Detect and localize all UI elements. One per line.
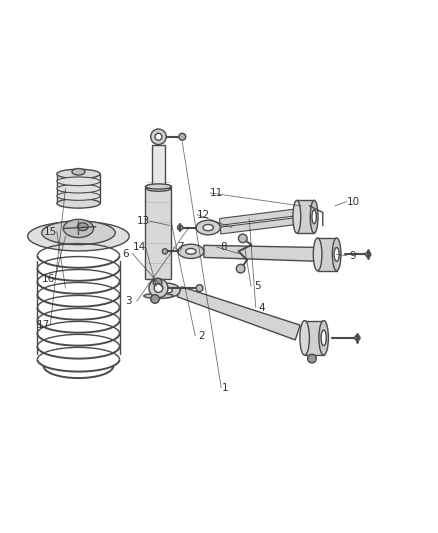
Ellipse shape xyxy=(334,247,339,261)
Ellipse shape xyxy=(332,238,341,271)
Circle shape xyxy=(151,129,166,144)
Ellipse shape xyxy=(144,293,173,298)
Polygon shape xyxy=(304,320,324,355)
Text: 4: 4 xyxy=(259,303,265,312)
Text: 6: 6 xyxy=(123,248,129,259)
Ellipse shape xyxy=(64,220,94,238)
Circle shape xyxy=(196,285,203,292)
Ellipse shape xyxy=(57,199,100,208)
Ellipse shape xyxy=(162,287,172,293)
Polygon shape xyxy=(204,245,318,261)
Text: 11: 11 xyxy=(210,188,223,198)
Ellipse shape xyxy=(178,244,204,259)
Circle shape xyxy=(149,279,168,297)
Ellipse shape xyxy=(321,330,326,345)
Circle shape xyxy=(236,264,245,273)
Text: 17: 17 xyxy=(37,320,50,330)
Circle shape xyxy=(307,354,316,363)
Text: 5: 5 xyxy=(254,281,261,291)
Text: 3: 3 xyxy=(125,296,131,306)
Ellipse shape xyxy=(154,283,180,297)
Circle shape xyxy=(179,133,186,140)
Ellipse shape xyxy=(28,222,129,251)
Ellipse shape xyxy=(203,224,213,231)
Ellipse shape xyxy=(57,184,100,193)
Polygon shape xyxy=(177,287,300,340)
Ellipse shape xyxy=(57,177,100,185)
Ellipse shape xyxy=(186,248,196,254)
Polygon shape xyxy=(152,144,166,189)
Circle shape xyxy=(154,284,163,293)
Text: 2: 2 xyxy=(198,330,205,341)
Text: 14: 14 xyxy=(132,242,145,252)
Circle shape xyxy=(155,133,162,140)
Text: 15: 15 xyxy=(44,227,57,237)
Ellipse shape xyxy=(196,220,220,235)
Polygon shape xyxy=(297,200,314,233)
Circle shape xyxy=(162,249,168,254)
Polygon shape xyxy=(145,187,171,279)
Text: 1: 1 xyxy=(222,383,229,393)
Ellipse shape xyxy=(42,221,115,245)
Ellipse shape xyxy=(293,200,301,233)
Text: 12: 12 xyxy=(197,209,211,220)
Polygon shape xyxy=(57,174,100,204)
Text: 9: 9 xyxy=(350,251,357,261)
Ellipse shape xyxy=(300,320,309,355)
Ellipse shape xyxy=(313,238,322,271)
Ellipse shape xyxy=(319,320,328,355)
Ellipse shape xyxy=(72,168,85,175)
Circle shape xyxy=(153,278,162,287)
Circle shape xyxy=(238,234,247,243)
Polygon shape xyxy=(318,238,337,271)
Circle shape xyxy=(177,225,183,230)
Circle shape xyxy=(355,335,360,341)
Ellipse shape xyxy=(146,186,170,191)
Text: 7: 7 xyxy=(177,242,184,252)
Text: 16: 16 xyxy=(42,274,55,285)
Ellipse shape xyxy=(145,184,171,189)
Polygon shape xyxy=(220,209,296,225)
Text: 13: 13 xyxy=(137,216,150,226)
Ellipse shape xyxy=(310,200,318,233)
Polygon shape xyxy=(221,217,297,234)
Ellipse shape xyxy=(78,223,88,231)
Text: 8: 8 xyxy=(220,242,226,252)
Text: 10: 10 xyxy=(346,197,360,207)
Circle shape xyxy=(151,295,159,303)
Ellipse shape xyxy=(57,169,100,179)
Ellipse shape xyxy=(312,210,316,224)
Ellipse shape xyxy=(57,192,100,200)
Circle shape xyxy=(366,252,371,257)
